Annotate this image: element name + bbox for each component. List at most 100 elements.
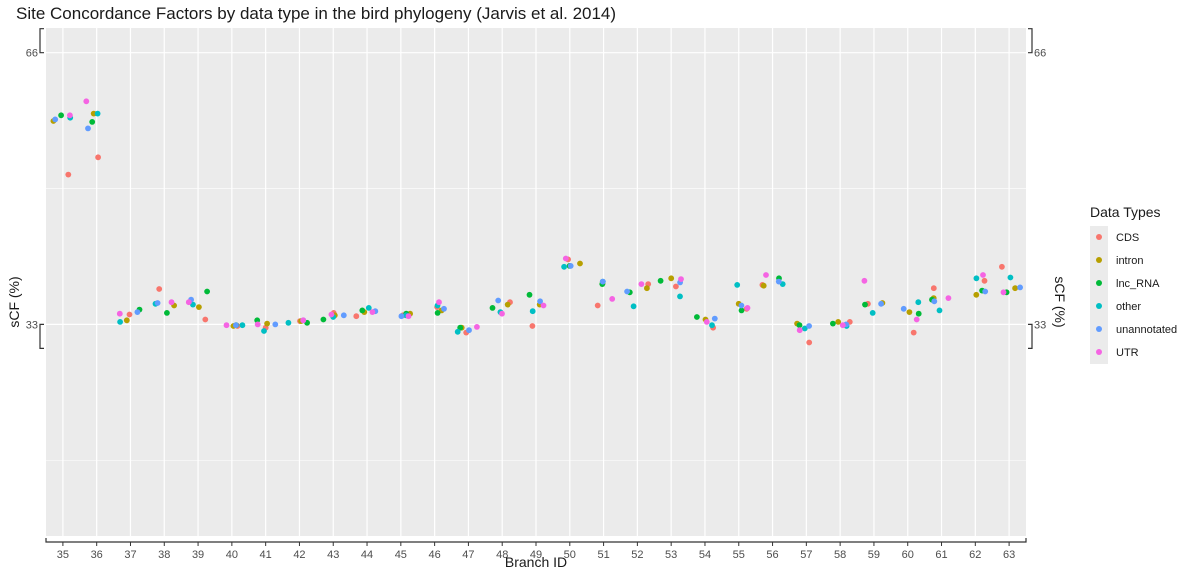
- x-tick-label-35: 35: [57, 549, 69, 561]
- point-other-62: [973, 275, 980, 282]
- point-other-42: [285, 319, 292, 326]
- point-lnc-rna-44: [359, 307, 366, 314]
- legend-key: [1090, 272, 1108, 295]
- point-utr-35: [67, 112, 73, 119]
- point-cds-61: [930, 285, 937, 292]
- x-tick-label-46: 46: [428, 549, 440, 561]
- point-other-53: [677, 293, 683, 300]
- x-tick-label-56: 56: [766, 549, 778, 561]
- point-other-63: [1007, 274, 1014, 281]
- point-unannotated-50: [567, 263, 574, 269]
- legend: Data Types CDS intron lnc_RNA other unannota…: [1090, 204, 1198, 364]
- point-intron-41: [264, 320, 270, 327]
- point-unannotated-62: [982, 288, 989, 295]
- point-utr-41: [254, 321, 261, 328]
- point-utr-48: [499, 310, 505, 317]
- point-lnc-rna-46: [434, 310, 441, 316]
- legend-dot: [1096, 234, 1102, 240]
- point-utr-44: [369, 309, 376, 315]
- x-tick-label-51: 51: [597, 549, 609, 561]
- x-axis-title: Branch ID: [505, 554, 567, 570]
- point-utr-52: [638, 281, 645, 287]
- point-utr-40: [223, 322, 230, 329]
- x-tick-label-62: 62: [969, 549, 981, 561]
- point-cds-49: [529, 323, 536, 329]
- legend-dot: [1096, 326, 1102, 332]
- point-unannotated-56: [775, 278, 782, 285]
- point-unannotated-63: [1017, 284, 1023, 291]
- x-tick-label-63: 63: [1003, 549, 1015, 561]
- point-utr-60: [913, 316, 920, 323]
- x-tick-label-55: 55: [733, 549, 745, 561]
- point-utr-37: [116, 310, 123, 317]
- point-unannotated-46: [441, 305, 447, 312]
- x-tick-label-52: 52: [631, 549, 643, 561]
- point-unannotated-52: [624, 288, 630, 295]
- legend-label: intron: [1116, 254, 1144, 267]
- point-unannotated-61: [931, 298, 938, 305]
- point-lnc-rna-38: [164, 310, 170, 316]
- point-cds-35: [65, 171, 72, 178]
- point-unannotated-59: [878, 300, 884, 307]
- legend-label: CDS: [1116, 231, 1140, 244]
- legend-dot: [1096, 303, 1102, 309]
- point-utr-47: [474, 324, 480, 330]
- point-utr-50: [562, 255, 569, 262]
- y-bracket: [39, 28, 44, 54]
- point-unannotated-35: [52, 116, 59, 123]
- point-intron-58: [835, 319, 842, 325]
- point-utr-43: [328, 311, 335, 318]
- point-utr-63: [1000, 289, 1007, 296]
- x-tick-label-58: 58: [834, 549, 846, 561]
- point-utr-38: [168, 299, 175, 306]
- legend-item-other: other: [1090, 295, 1198, 318]
- point-intron-52: [644, 285, 650, 292]
- point-other-50: [561, 263, 567, 270]
- x-tick-label-61: 61: [935, 549, 947, 561]
- point-intron-39: [196, 304, 202, 310]
- axes: 33 33 66 66 35 36 37 38 39 40 41 42 43 44 45 46 47 48 49 50…: [26, 28, 1046, 561]
- point-utr-59: [861, 277, 868, 284]
- x-tick-label-59: 59: [868, 549, 880, 561]
- point-utr-45: [405, 313, 412, 320]
- x-tick-label-54: 54: [699, 549, 711, 561]
- point-unannotated-47: [466, 327, 472, 334]
- y-bracket: [1028, 28, 1033, 54]
- point-other-57: [801, 325, 808, 332]
- point-cds-63: [999, 263, 1005, 270]
- point-unannotated-36: [85, 125, 91, 132]
- point-cds-51: [594, 302, 601, 309]
- legend-item-lnc-rna: lnc_RNA: [1090, 272, 1198, 295]
- y-tick-label-right: 66: [1034, 48, 1046, 60]
- point-utr-62: [980, 272, 986, 278]
- point-intron-60: [906, 309, 913, 315]
- x-tick-label-57: 57: [800, 549, 812, 561]
- point-lnc-rna-39: [204, 288, 211, 295]
- point-unannotated-57: [806, 323, 812, 329]
- point-cds-62: [981, 277, 988, 284]
- legend-dot: [1096, 349, 1102, 355]
- legend-label: other: [1116, 300, 1142, 313]
- y-bracket: [39, 323, 44, 350]
- point-lnc-rna-55: [738, 307, 745, 314]
- point-cds-38: [156, 286, 163, 292]
- point-unannotated-55: [738, 302, 745, 309]
- legend-title: Data Types: [1090, 204, 1161, 220]
- point-utr-53: [678, 276, 684, 282]
- point-unannotated-38: [154, 300, 161, 306]
- legend-key: [1090, 249, 1108, 272]
- point-other-49: [529, 308, 536, 315]
- x-tick-label-49: 49: [530, 549, 542, 561]
- point-other-55: [734, 282, 741, 288]
- x-tick-label-43: 43: [327, 549, 339, 561]
- point-lnc-rna-53: [657, 277, 664, 284]
- point-unannotated-45: [398, 313, 405, 320]
- legend-dot: [1096, 257, 1102, 263]
- point-intron-53: [668, 275, 675, 282]
- point-intron-37: [123, 317, 130, 324]
- point-utr-36: [83, 98, 90, 105]
- point-other-41: [261, 328, 267, 334]
- x-tick-label-45: 45: [395, 549, 407, 561]
- legend-key: [1090, 341, 1108, 364]
- point-other-36: [94, 110, 101, 117]
